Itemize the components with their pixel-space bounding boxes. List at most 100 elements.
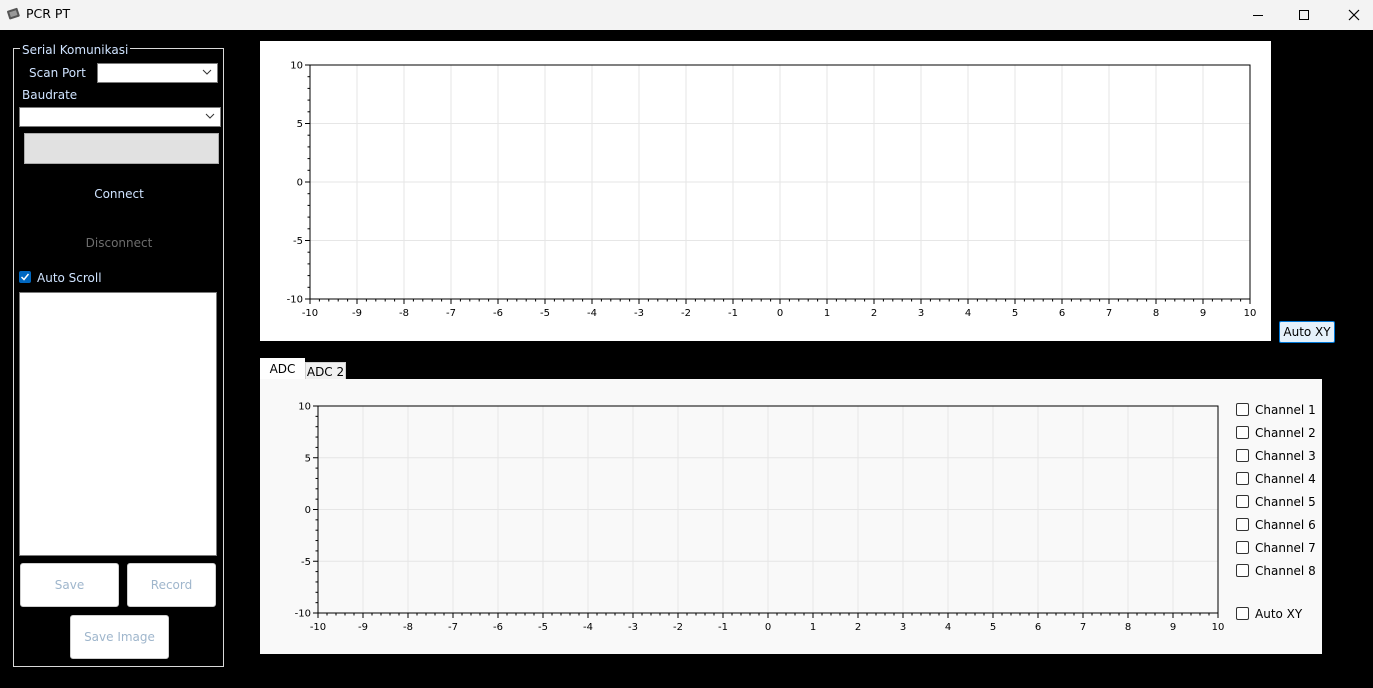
y-tick-label: -10 bbox=[287, 295, 303, 306]
disconnect-button[interactable]: Disconnect bbox=[85, 236, 153, 250]
adc-auto-xy-checkbox[interactable] bbox=[1236, 607, 1249, 620]
x-tick-label: 2 bbox=[871, 308, 877, 319]
y-tick-label: 0 bbox=[297, 178, 303, 189]
maximize-icon bbox=[1299, 10, 1309, 20]
y-tick-label: 5 bbox=[305, 453, 311, 464]
x-tick-label: -2 bbox=[673, 622, 683, 633]
x-tick-label: -7 bbox=[448, 622, 458, 633]
x-tick-label: 2 bbox=[855, 622, 861, 633]
channel-2-label: Channel 2 bbox=[1255, 426, 1316, 440]
channel-4-checkbox[interactable] bbox=[1236, 472, 1249, 485]
scan-button[interactable] bbox=[24, 133, 219, 164]
x-tick-label: 7 bbox=[1080, 622, 1086, 633]
chevron-down-icon bbox=[205, 113, 215, 119]
x-tick-label: -3 bbox=[634, 308, 644, 319]
plot-area-border bbox=[309, 64, 1251, 300]
serial-log-textbox[interactable] bbox=[19, 292, 217, 556]
x-tick-label: 3 bbox=[900, 622, 906, 633]
y-tick-label: 10 bbox=[298, 402, 311, 413]
baudrate-label: Baudrate bbox=[22, 88, 78, 102]
y-tick-label: -10 bbox=[295, 609, 311, 620]
x-tick-label: 1 bbox=[810, 622, 816, 633]
x-tick-label: 8 bbox=[1153, 308, 1159, 319]
tab-adc[interactable]: ADC bbox=[260, 358, 305, 380]
x-tick-label: 5 bbox=[1012, 308, 1018, 319]
y-tick-label: -5 bbox=[293, 236, 303, 247]
x-tick-label: -1 bbox=[718, 622, 728, 633]
x-tick-label: 6 bbox=[1059, 308, 1065, 319]
channel-5-label: Channel 5 bbox=[1255, 495, 1316, 509]
x-tick-label: 9 bbox=[1170, 622, 1176, 633]
x-tick-label: -8 bbox=[403, 622, 413, 633]
channel-5-checkbox[interactable] bbox=[1236, 495, 1249, 508]
y-tick-label: -5 bbox=[301, 557, 311, 568]
close-button[interactable] bbox=[1331, 0, 1373, 30]
x-tick-label: 4 bbox=[945, 622, 951, 633]
check-icon bbox=[20, 273, 30, 281]
x-tick-label: -8 bbox=[399, 308, 409, 319]
app-icon bbox=[6, 6, 22, 22]
x-tick-label: -5 bbox=[540, 308, 550, 319]
save-image-button[interactable]: Save Image bbox=[70, 615, 169, 659]
adc-chart: -10 -9 -8 -7 -6 -5 -4 -3 -2 -1 0 1 2 3 4 5 6 7 8 9 101050-5-… bbox=[295, 402, 1225, 634]
channel-3-label: Channel 3 bbox=[1255, 449, 1316, 463]
x-tick-label: -6 bbox=[493, 622, 503, 633]
x-tick-label: 4 bbox=[965, 308, 971, 319]
window-title: PCR PT bbox=[26, 6, 71, 21]
x-tick-label: -10 bbox=[302, 308, 318, 319]
channel-6-label: Channel 6 bbox=[1255, 518, 1316, 532]
channel-6-checkbox[interactable] bbox=[1236, 518, 1249, 531]
y-tick-label: 0 bbox=[305, 505, 311, 516]
channel-4-label: Channel 4 bbox=[1255, 472, 1316, 486]
x-tick-label: -10 bbox=[310, 622, 326, 633]
chevron-down-icon bbox=[202, 69, 212, 75]
x-tick-label: -2 bbox=[681, 308, 691, 319]
x-tick-label: -3 bbox=[628, 622, 638, 633]
x-tick-label: -4 bbox=[583, 622, 593, 633]
x-tick-label: 1 bbox=[824, 308, 830, 319]
x-tick-label: -5 bbox=[538, 622, 548, 633]
top-chart-panel: -10 -9 -8 -7 -6 -5 -4 -3 -2 -1 0 1 2 3 4 5 6 7 8 9 10 10 5 0 -5-… bbox=[260, 41, 1271, 341]
x-tick-label: -6 bbox=[493, 308, 503, 319]
x-tick-label: 7 bbox=[1106, 308, 1112, 319]
save-button[interactable]: Save bbox=[20, 563, 119, 607]
x-tick-label: 8 bbox=[1125, 622, 1131, 633]
x-tick-label: 10 bbox=[1244, 308, 1257, 319]
channel-7-checkbox[interactable] bbox=[1236, 541, 1249, 554]
top-auto-xy-button[interactable]: Auto XY bbox=[1279, 321, 1335, 343]
auto-scroll-checkbox[interactable] bbox=[19, 271, 31, 283]
top-chart: -10 -9 -8 -7 -6 -5 -4 -3 -2 -1 0 1 2 3 4 5 6 7 8 9 101050-5-… bbox=[287, 61, 1257, 320]
x-tick-label: -9 bbox=[358, 622, 368, 633]
tab-adc-2[interactable]: ADC 2 bbox=[305, 362, 346, 381]
minimize-button[interactable] bbox=[1235, 0, 1281, 30]
x-tick-label: -7 bbox=[446, 308, 456, 319]
channel-3-checkbox[interactable] bbox=[1236, 449, 1249, 462]
channel-1-checkbox[interactable] bbox=[1236, 403, 1249, 416]
x-tick-label: -4 bbox=[587, 308, 597, 319]
channel-7-label: Channel 7 bbox=[1255, 541, 1316, 555]
adc-tab-panel: -10 -9 -8 -7 -6 -5 -4 -3 -2 -1 0 1 2 3 4 5 6 7 8 9 10 10 5 0 -5-… bbox=[260, 379, 1322, 654]
x-tick-label: 0 bbox=[777, 308, 783, 319]
plot-area-border bbox=[317, 405, 1219, 614]
minimize-icon bbox=[1253, 15, 1263, 16]
title-bar bbox=[0, 0, 1373, 30]
scan-port-select[interactable] bbox=[97, 63, 218, 83]
baudrate-select[interactable] bbox=[19, 107, 221, 127]
x-tick-label: 5 bbox=[990, 622, 996, 633]
scan-port-label: Scan Port bbox=[29, 66, 86, 80]
y-tick-label: 10 bbox=[290, 61, 303, 72]
y-tick-label: 5 bbox=[297, 119, 303, 130]
connect-button[interactable]: Connect bbox=[94, 187, 144, 201]
channel-8-checkbox[interactable] bbox=[1236, 564, 1249, 577]
record-button[interactable]: Record bbox=[127, 563, 216, 607]
maximize-button[interactable] bbox=[1281, 0, 1327, 30]
close-icon bbox=[1348, 9, 1360, 21]
channel-1-label: Channel 1 bbox=[1255, 403, 1316, 417]
x-tick-label: 3 bbox=[918, 308, 924, 319]
adc-auto-xy-label: Auto XY bbox=[1255, 607, 1303, 621]
x-tick-label: -1 bbox=[728, 308, 738, 319]
channel-8-label: Channel 8 bbox=[1255, 564, 1316, 578]
x-tick-label: 9 bbox=[1200, 308, 1206, 319]
channel-2-checkbox[interactable] bbox=[1236, 426, 1249, 439]
x-tick-label: -9 bbox=[352, 308, 362, 319]
